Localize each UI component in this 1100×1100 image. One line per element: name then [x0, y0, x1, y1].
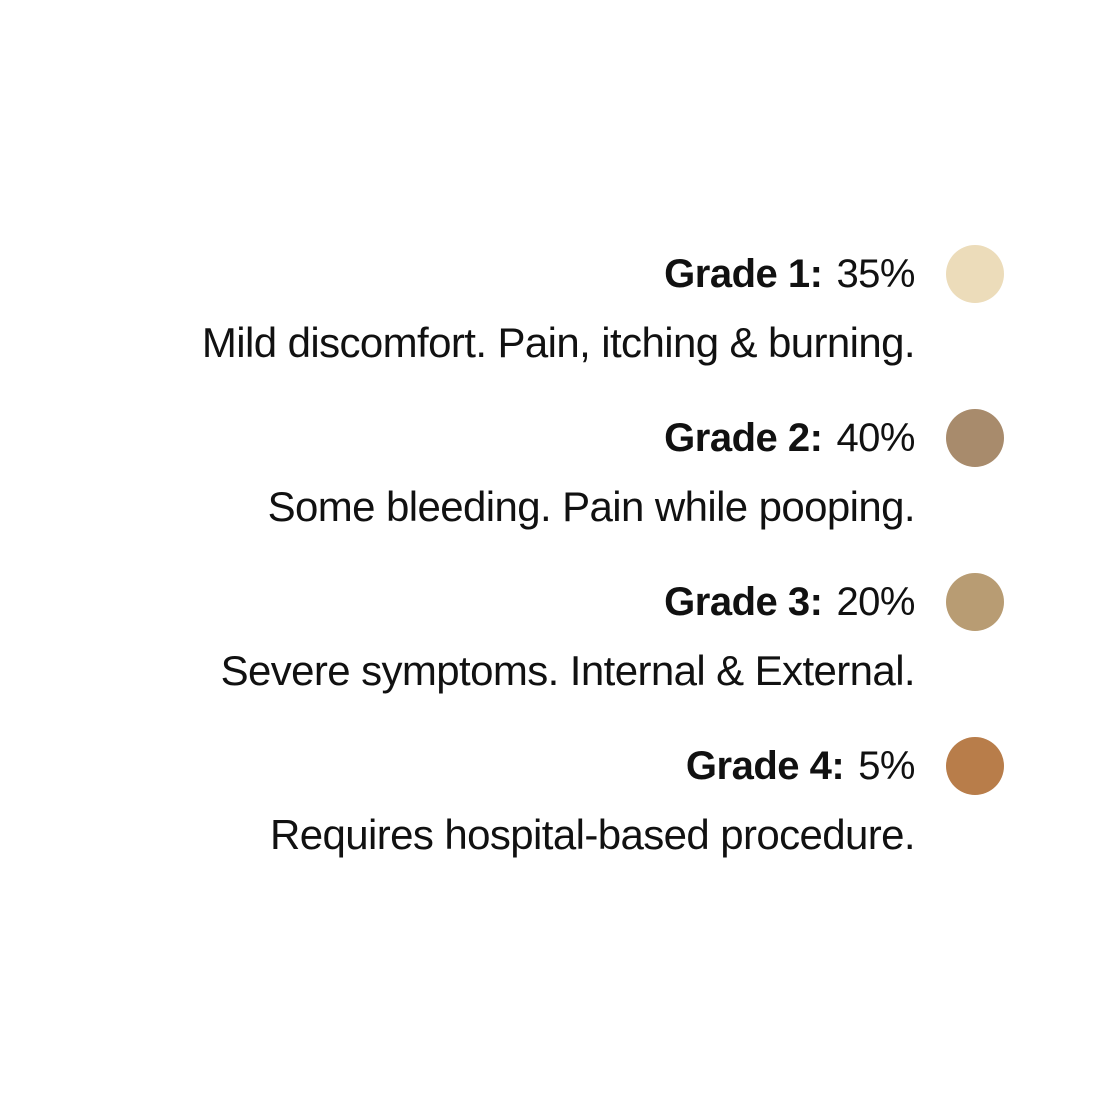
grade-percent: 5% [858, 744, 915, 788]
color-swatch [946, 573, 1004, 631]
color-swatch [946, 245, 1004, 303]
grade-description: Severe symptoms. Internal & External. [220, 647, 916, 694]
grade-line: Grade 3: 20% [15, 578, 915, 626]
grade-label: Grade 1: [664, 252, 823, 296]
grade-description: Some bleeding. Pain while pooping. [267, 483, 916, 530]
grade-percent: 40% [836, 416, 915, 460]
grade-label: Grade 2: [664, 416, 823, 460]
legend-item: Grade 2: 40% Some bleeding. Pain while poo… [15, 414, 916, 532]
grade-line: Grade 2: 40% [15, 414, 915, 462]
grade-percent: 20% [836, 580, 915, 624]
color-swatch [946, 409, 1004, 467]
color-swatch [946, 737, 1004, 795]
grade-label: Grade 4: [685, 744, 845, 788]
grade-percent: 35% [836, 252, 915, 296]
legend-item: Grade 3: 20% Severe symptoms. Internal & E… [15, 578, 916, 696]
legend-item: Grade 4: 5% Requires hospital-based proced… [15, 742, 916, 860]
grade-line: Grade 1: 35% [15, 250, 915, 298]
legend-item: Grade 1: 35% Mild discomfort. Pain, itchin… [15, 250, 916, 368]
grade-line: Grade 4: 5% [15, 742, 916, 790]
grade-description: Requires hospital-based procedure. [270, 811, 916, 858]
grade-label: Grade 3: [664, 580, 823, 624]
grade-description: Mild discomfort. Pain, itching & burning… [201, 319, 916, 366]
